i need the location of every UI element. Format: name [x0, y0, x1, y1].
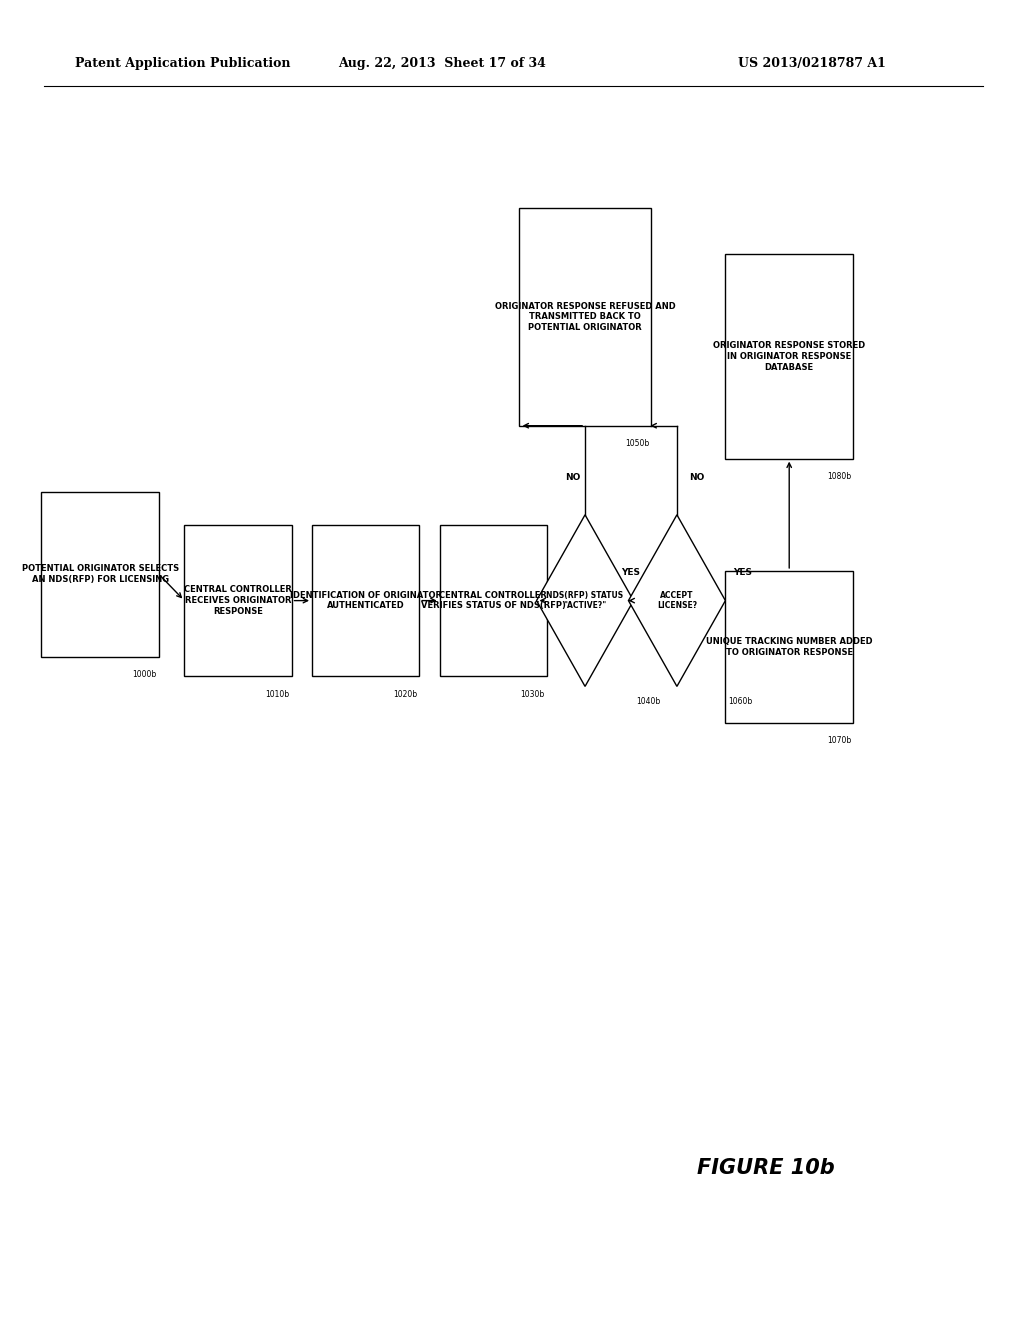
Polygon shape	[629, 515, 725, 686]
Text: CENTRAL CONTROLLER
RECEIVES ORIGINATOR
RESPONSE: CENTRAL CONTROLLER RECEIVES ORIGINATOR R…	[184, 585, 292, 616]
Text: 1080b: 1080b	[826, 473, 851, 480]
Text: 1010b: 1010b	[265, 689, 290, 698]
Text: YES: YES	[733, 568, 753, 577]
Text: Patent Application Publication: Patent Application Publication	[75, 57, 290, 70]
Text: 1060b: 1060b	[728, 697, 753, 706]
Polygon shape	[537, 515, 634, 686]
Bar	[41, 492, 159, 657]
Bar	[725, 570, 853, 722]
Text: CENTRAL CONTROLLER
VERIFIES STATUS OF NDS(RFP): CENTRAL CONTROLLER VERIFIES STATUS OF ND…	[421, 591, 565, 610]
Text: IDENTIFICATION OF ORIGINATOR
AUTHENTICATED: IDENTIFICATION OF ORIGINATOR AUTHENTICAT…	[290, 591, 441, 610]
Text: 1070b: 1070b	[826, 737, 851, 744]
Bar	[725, 253, 853, 459]
Text: Aug. 22, 2013  Sheet 17 of 34: Aug. 22, 2013 Sheet 17 of 34	[338, 57, 546, 70]
Bar	[312, 524, 419, 676]
Text: FIGURE 10b: FIGURE 10b	[697, 1158, 836, 1179]
Bar	[519, 209, 651, 425]
Text: 1000b: 1000b	[132, 671, 157, 678]
Text: NO: NO	[565, 473, 581, 482]
Text: YES: YES	[622, 568, 640, 577]
Bar	[439, 524, 547, 676]
Text: 1030b: 1030b	[520, 689, 545, 698]
Text: ORIGINATOR RESPONSE REFUSED AND
TRANSMITTED BACK TO
POTENTIAL ORIGINATOR: ORIGINATOR RESPONSE REFUSED AND TRANSMIT…	[495, 301, 676, 333]
Text: ORIGINATOR RESPONSE STORED
IN ORIGINATOR RESPONSE
DATABASE: ORIGINATOR RESPONSE STORED IN ORIGINATOR…	[713, 341, 865, 372]
Text: ACCEPT
LICENSE?: ACCEPT LICENSE?	[656, 591, 697, 610]
Text: NO: NO	[689, 473, 705, 482]
Text: 1050b: 1050b	[625, 438, 649, 447]
Text: NDS(RFP) STATUS
"ACTIVE?": NDS(RFP) STATUS "ACTIVE?"	[547, 591, 624, 610]
Text: US 2013/0218787 A1: US 2013/0218787 A1	[738, 57, 886, 70]
Text: 1040b: 1040b	[637, 697, 660, 706]
Bar	[184, 524, 292, 676]
Text: 1020b: 1020b	[393, 689, 417, 698]
Text: UNIQUE TRACKING NUMBER ADDED
TO ORIGINATOR RESPONSE: UNIQUE TRACKING NUMBER ADDED TO ORIGINAT…	[706, 638, 872, 656]
Text: POTENTIAL ORIGINATOR SELECTS
AN NDS(RFP) FOR LICENSING: POTENTIAL ORIGINATOR SELECTS AN NDS(RFP)…	[22, 565, 179, 583]
